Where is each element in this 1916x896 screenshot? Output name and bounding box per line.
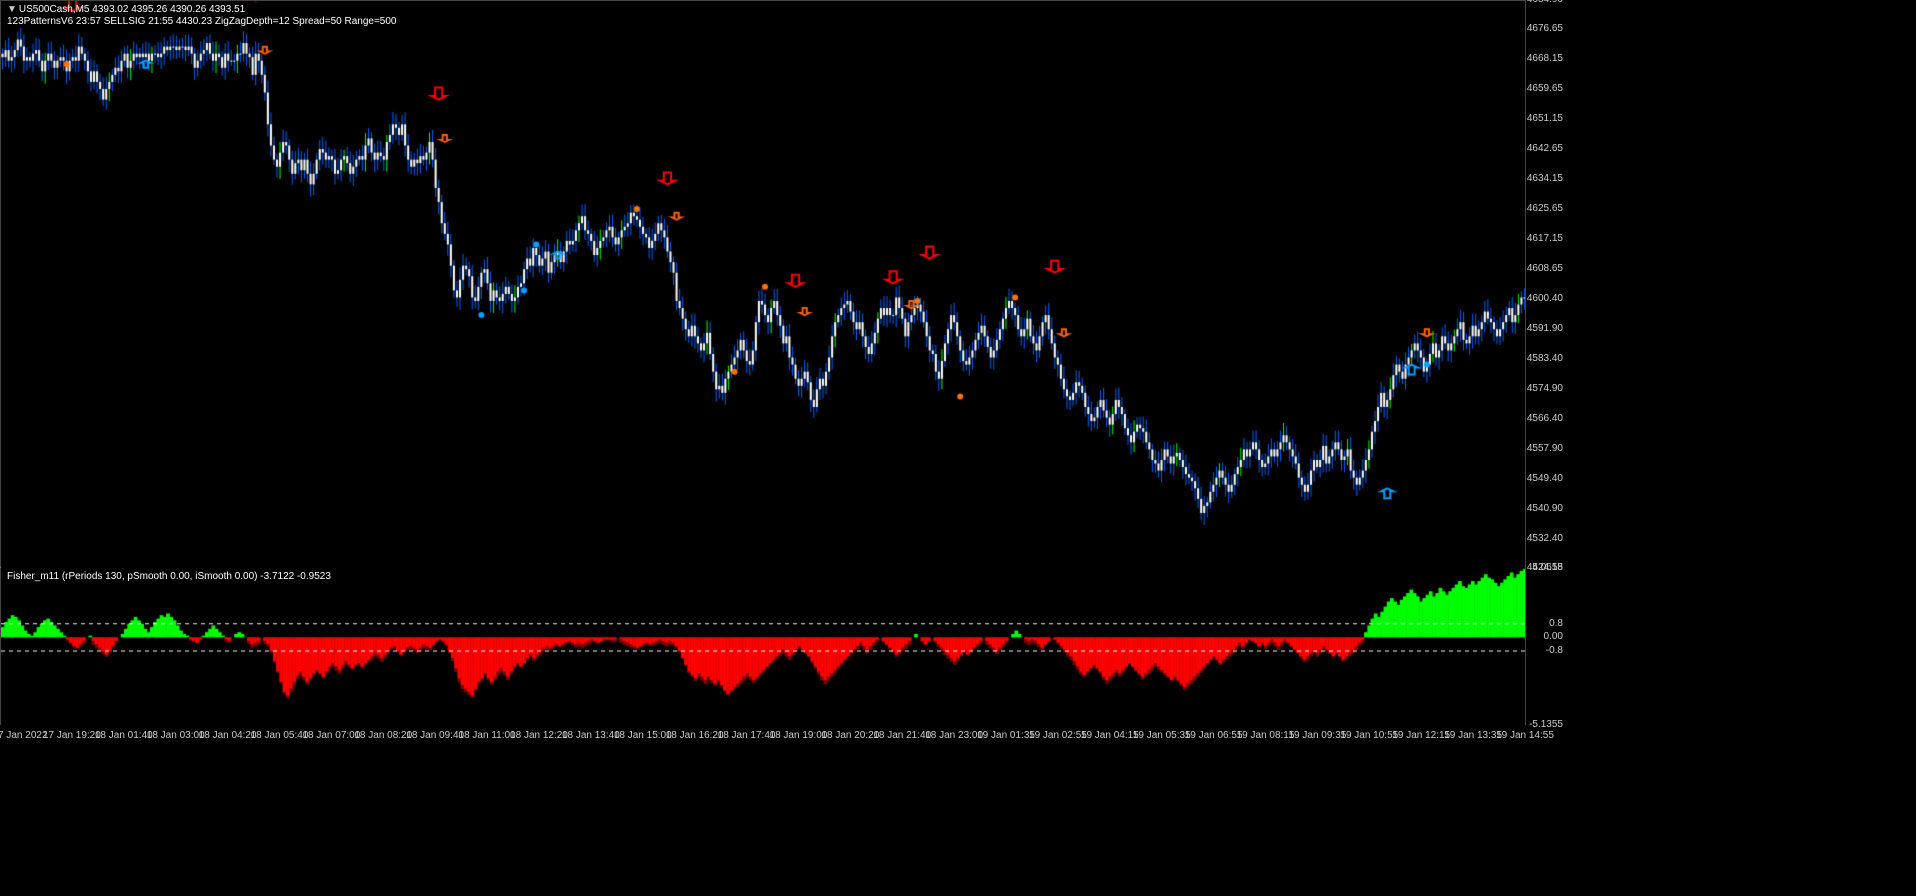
x-tick-label: 18 Jan 15:00 [614, 730, 672, 741]
x-tick-label: 18 Jan 19:00 [770, 730, 828, 741]
main-price-chart[interactable]: ▼US500Cash,M5 4393.02 4395.26 4390.26 43… [0, 0, 1525, 568]
x-tick-label: 18 Jan 01:40 [95, 730, 153, 741]
x-tick-label: 18 Jan 05:40 [251, 730, 309, 741]
x-tick-label: 18 Jan 09:40 [406, 730, 464, 741]
indicator-subchart[interactable]: Fisher_m11 (rPeriods 130, pSmooth 0.00, … [0, 568, 1525, 725]
y-tick-label: -0.8 [1546, 645, 1563, 656]
y-tick-label: 4634.15 [1527, 173, 1563, 184]
y-tick-label: 4.0658 [1532, 562, 1563, 573]
y-tick-label: 4540.90 [1527, 503, 1563, 514]
x-tick-label: 18 Jan 21:40 [873, 730, 931, 741]
x-tick-label: 19 Jan 02:55 [1029, 730, 1087, 741]
chart-title-symbol: ▼US500Cash,M5 4393.02 4395.26 4390.26 43… [7, 4, 245, 15]
y-tick-label: 4651.15 [1527, 113, 1563, 124]
y-tick-label: 4676.65 [1527, 23, 1563, 34]
x-tick-label: 19 Jan 01:35 [977, 730, 1035, 741]
y-tick-label: 4566.40 [1527, 413, 1563, 424]
price-y-axis: 4524.154532.404540.904549.404557.904566.… [1525, 0, 1567, 568]
y-tick-label: 0.8 [1549, 618, 1563, 629]
y-tick-label: 4625.65 [1527, 203, 1563, 214]
y-tick-label: 4557.90 [1527, 443, 1563, 454]
x-tick-label: 19 Jan 06:55 [1185, 730, 1243, 741]
y-tick-label: 4608.65 [1527, 263, 1563, 274]
x-tick-label: 17 Jan 19:20 [43, 730, 101, 741]
y-tick-label: 4600.40 [1527, 293, 1563, 304]
indicator-title: Fisher_m11 (rPeriods 130, pSmooth 0.00, … [7, 571, 331, 582]
chart-title-indicator: 123PatternsV6 23:57 SELLSIG 21:55 4430.2… [7, 16, 396, 27]
x-tick-label: 19 Jan 04:15 [1081, 730, 1139, 741]
x-tick-label: 19 Jan 14:55 [1496, 730, 1554, 741]
indicator-canvas [1, 568, 1526, 725]
x-tick-label: 18 Jan 04:20 [199, 730, 257, 741]
x-tick-label: 17 Jan 2022 [0, 730, 48, 741]
y-tick-label: 4532.40 [1527, 533, 1563, 544]
x-tick-label: 18 Jan 20:20 [821, 730, 879, 741]
x-tick-label: 18 Jan 17:40 [718, 730, 776, 741]
time-x-axis: 17 Jan 202217 Jan 19:2018 Jan 01:4018 Ja… [0, 726, 1567, 744]
x-tick-label: 18 Jan 07:00 [302, 730, 360, 741]
x-tick-label: 18 Jan 03:00 [147, 730, 205, 741]
indicator-y-axis: -5.1355-0.80.000.84.0658 [1525, 568, 1567, 725]
x-tick-label: 19 Jan 10:55 [1340, 730, 1398, 741]
y-tick-label: 4583.40 [1527, 353, 1563, 364]
y-tick-label: 4591.90 [1527, 323, 1563, 334]
x-tick-label: 19 Jan 13:35 [1444, 730, 1502, 741]
y-tick-label: 4574.90 [1527, 383, 1563, 394]
x-tick-label: 18 Jan 12:20 [510, 730, 568, 741]
x-tick-label: 19 Jan 08:15 [1237, 730, 1295, 741]
x-tick-label: 19 Jan 09:35 [1288, 730, 1346, 741]
y-tick-label: 4659.65 [1527, 83, 1563, 94]
y-tick-label: 4668.15 [1527, 53, 1563, 64]
price-canvas [1, 1, 1526, 569]
y-tick-label: 0.00 [1544, 631, 1563, 642]
x-tick-label: 18 Jan 16:20 [666, 730, 724, 741]
x-tick-label: 18 Jan 23:00 [925, 730, 983, 741]
x-tick-label: 19 Jan 12:15 [1392, 730, 1450, 741]
y-tick-label: 4642.65 [1527, 143, 1563, 154]
chart-container: ▼US500Cash,M5 4393.02 4395.26 4390.26 43… [0, 0, 1567, 744]
x-tick-label: 18 Jan 11:00 [459, 730, 516, 741]
y-tick-label: 4549.40 [1527, 473, 1563, 484]
x-tick-label: 18 Jan 13:40 [562, 730, 620, 741]
y-tick-label: 4684.90 [1527, 0, 1563, 5]
y-tick-label: 4617.15 [1527, 233, 1563, 244]
x-tick-label: 19 Jan 05:35 [1133, 730, 1191, 741]
x-tick-label: 18 Jan 08:20 [354, 730, 412, 741]
